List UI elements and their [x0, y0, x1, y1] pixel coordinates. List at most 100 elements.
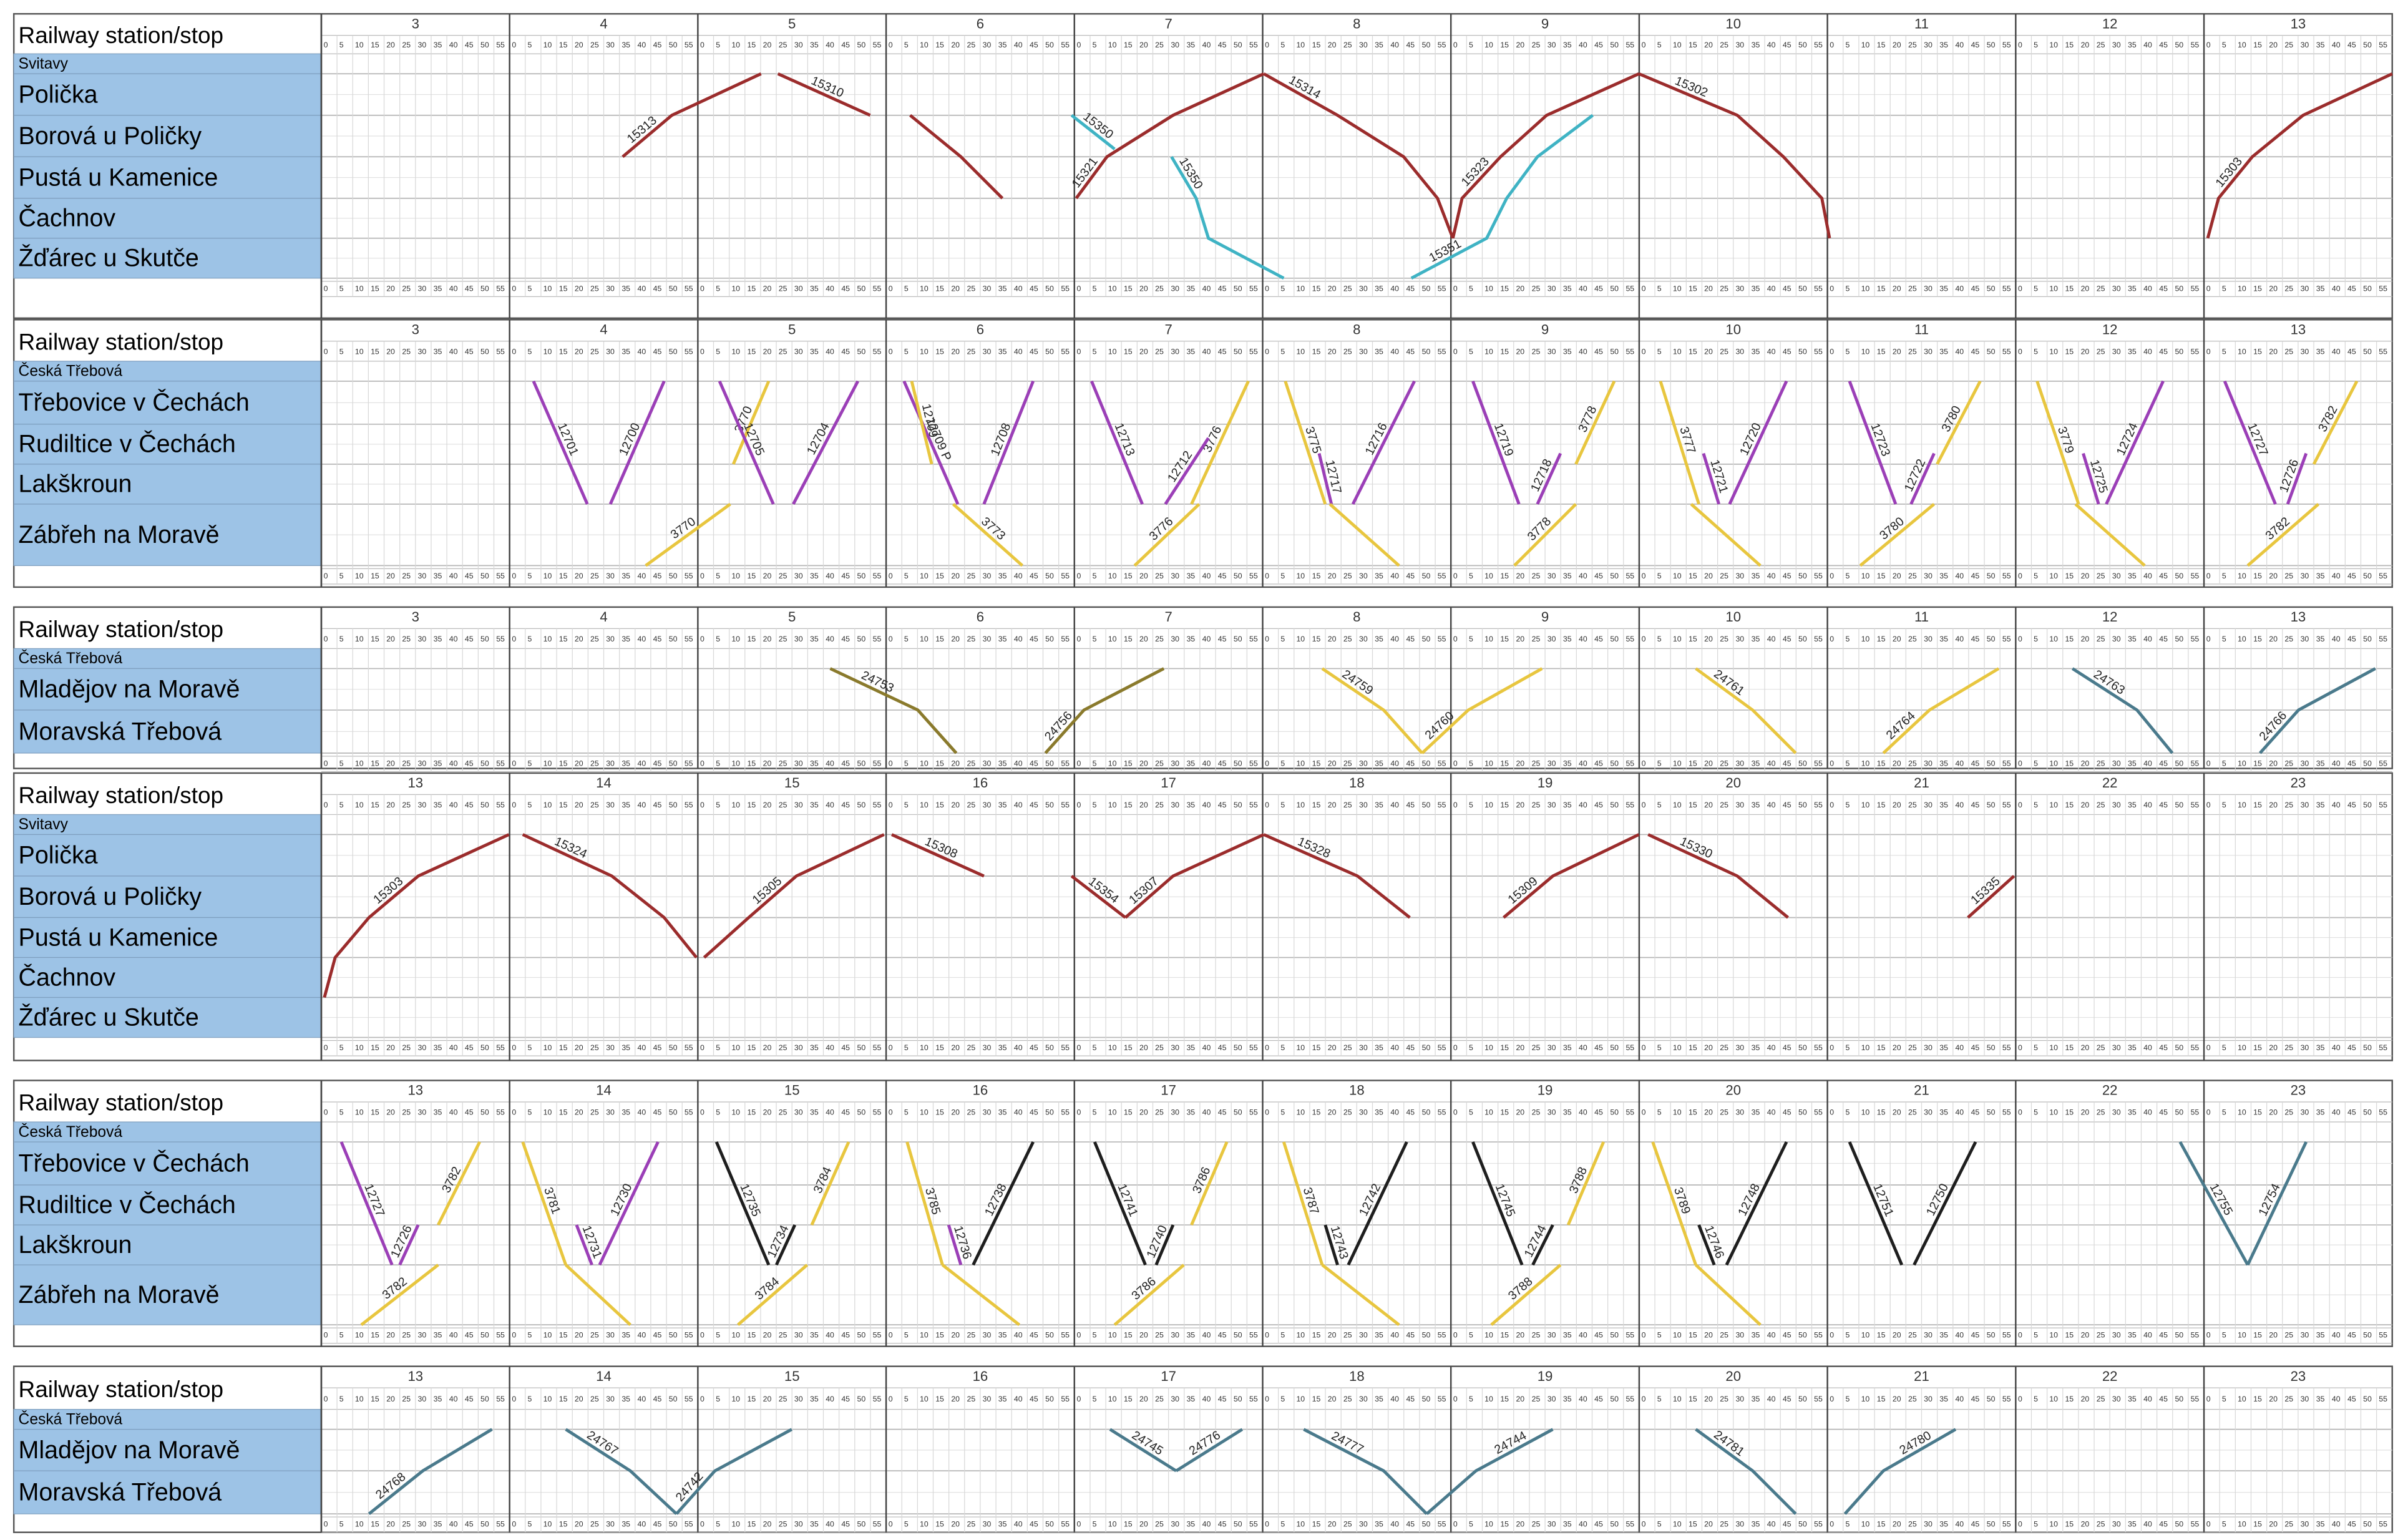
minute-label: 5 — [1657, 1043, 1662, 1052]
minute-label: 20 — [1516, 759, 1524, 768]
minute-label: 30 — [1171, 284, 1179, 293]
minute-label: 5 — [904, 1043, 909, 1052]
minute-label: 35 — [810, 1520, 819, 1529]
minute-label: 10 — [2238, 759, 2246, 768]
hour-label: 10 — [1725, 609, 1741, 625]
minute-label: 25 — [1720, 41, 1728, 49]
minute-label: 45 — [653, 801, 662, 809]
minute-label: 55 — [2002, 572, 2011, 580]
minute-label: 35 — [621, 801, 630, 809]
station-name: Lakškroun — [19, 1231, 132, 1259]
minute-label: 40 — [637, 635, 646, 643]
minute-label: 50 — [1422, 759, 1431, 768]
minute-label: 20 — [2269, 284, 2278, 293]
minute-label: 25 — [1155, 1395, 1164, 1403]
minute-label: 55 — [1626, 635, 1634, 643]
minute-label: 55 — [1061, 41, 1070, 49]
minute-label: 25 — [590, 801, 599, 809]
minute-label: 30 — [417, 572, 426, 580]
minute-label: 50 — [2363, 41, 2372, 49]
minute-label: 40 — [1767, 41, 1776, 49]
minute-label: 50 — [1234, 347, 1242, 356]
minute-label: 20 — [2269, 1043, 2278, 1052]
minute-label: 40 — [1955, 1108, 1964, 1117]
hour-label: 4 — [600, 321, 607, 337]
column-header: Railway station/stop — [19, 1089, 224, 1115]
minute-label: 50 — [2175, 41, 2183, 49]
minute-label: 55 — [1249, 1108, 1258, 1117]
minute-label: 0 — [1453, 41, 1458, 49]
minute-label: 30 — [2301, 1520, 2309, 1529]
hour-label: 16 — [973, 1368, 988, 1384]
minute-label: 40 — [637, 347, 646, 356]
minute-label: 30 — [2112, 1331, 2121, 1340]
train-path — [1425, 1428, 1554, 1515]
minute-label: 25 — [1720, 759, 1728, 768]
minute-label: 40 — [637, 1331, 646, 1340]
minute-label: 20 — [2269, 1395, 2278, 1403]
minute-label: 40 — [826, 41, 834, 49]
minute-label: 40 — [1579, 635, 1587, 643]
minute-label: 45 — [1971, 759, 1980, 768]
minute-label: 0 — [512, 801, 516, 809]
minute-label: 30 — [606, 759, 615, 768]
minute-label: 35 — [1186, 801, 1195, 809]
minute-label: 50 — [1610, 284, 1619, 293]
minute-label: 0 — [700, 1520, 704, 1529]
train-path — [2074, 503, 2146, 567]
minute-label: 0 — [512, 1108, 516, 1117]
minute-label: 10 — [1108, 1108, 1117, 1117]
minute-label: 0 — [2018, 1043, 2022, 1052]
minute-label: 0 — [1642, 1043, 1646, 1052]
minute-label: 25 — [1532, 41, 1541, 49]
minute-label: 40 — [1955, 635, 1964, 643]
minute-label: 20 — [1704, 801, 1713, 809]
minute-label: 45 — [1030, 1043, 1038, 1052]
minute-label: 0 — [889, 1331, 893, 1340]
minute-label: 20 — [386, 759, 395, 768]
minute-label: 15 — [2253, 1331, 2262, 1340]
minute-label: 5 — [1093, 1331, 1097, 1340]
minute-label: 35 — [1186, 1108, 1195, 1117]
minute-label: 5 — [527, 1520, 532, 1529]
minute-label: 15 — [2065, 1331, 2074, 1340]
hour-label: 17 — [1161, 775, 1176, 791]
minute-label: 30 — [1924, 347, 1933, 356]
minute-label: 5 — [716, 635, 720, 643]
minute-label: 10 — [543, 1331, 552, 1340]
minute-label: 20 — [386, 347, 395, 356]
minute-label: 5 — [1093, 759, 1097, 768]
minute-label: 10 — [2049, 635, 2058, 643]
minute-label: 0 — [1076, 347, 1081, 356]
minute-label: 55 — [685, 1395, 693, 1403]
minute-label: 45 — [841, 284, 850, 293]
minute-label: 55 — [2379, 347, 2387, 356]
minute-label: 55 — [496, 572, 505, 580]
minute-label: 15 — [2065, 759, 2074, 768]
minute-label: 15 — [2065, 635, 2074, 643]
minute-label: 45 — [465, 1043, 474, 1052]
minute-label: 0 — [1642, 284, 1646, 293]
minute-label: 25 — [1343, 1331, 1352, 1340]
minute-label: 5 — [716, 347, 720, 356]
minute-label: 0 — [512, 635, 516, 643]
minute-label: 20 — [575, 801, 583, 809]
minute-label: 55 — [1814, 572, 1823, 580]
minute-label: 30 — [983, 635, 992, 643]
minute-label: 20 — [951, 1043, 960, 1052]
minute-label: 55 — [1438, 1395, 1446, 1403]
minute-label: 35 — [1752, 1520, 1760, 1529]
minute-label: 0 — [1453, 1331, 1458, 1340]
minute-label: 5 — [1280, 572, 1285, 580]
train-path — [1323, 1224, 1339, 1265]
minute-label: 10 — [1861, 572, 1870, 580]
train-path — [1170, 155, 1285, 280]
minute-label: 35 — [1375, 1108, 1383, 1117]
train-path — [1410, 114, 1594, 280]
minute-label: 0 — [512, 347, 516, 356]
minute-label: 40 — [1202, 759, 1211, 768]
train-path — [1936, 380, 1982, 465]
hour-label: 3 — [412, 321, 419, 337]
minute-label: 10 — [731, 572, 740, 580]
